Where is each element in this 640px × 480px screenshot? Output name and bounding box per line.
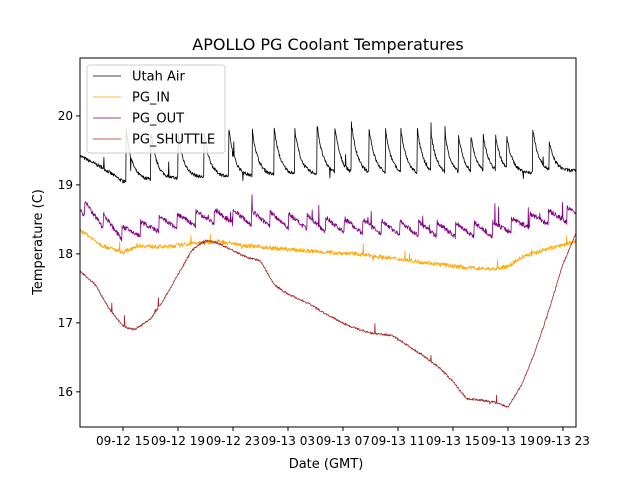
y-axis-label: Temperature (C) bbox=[31, 189, 46, 296]
x-tick-label: 09-13 07 bbox=[316, 434, 370, 448]
series-line-pg-out bbox=[80, 194, 576, 242]
legend-box bbox=[86, 64, 226, 154]
x-tick-label: 09-13 03 bbox=[261, 434, 315, 448]
x-tick-label: 09-12 15 bbox=[96, 434, 150, 448]
legend-label: PG_OUT bbox=[132, 112, 184, 127]
y-tick-label: 18 bbox=[58, 247, 73, 261]
legend-item: Utah Air bbox=[93, 70, 185, 85]
series-layer bbox=[80, 121, 576, 408]
legend-item: PG_OUT bbox=[93, 112, 184, 127]
legend-item: PG_SHUTTLE bbox=[93, 133, 215, 148]
y-tick-label: 19 bbox=[58, 178, 73, 192]
y-tick-label: 20 bbox=[58, 109, 73, 123]
y-tick-label: 16 bbox=[58, 385, 73, 399]
legend-label: PG_SHUTTLE bbox=[132, 133, 215, 148]
legend: Utah Air PG_IN PG_OUT PG_SHUTTLE bbox=[86, 64, 226, 154]
legend-item: PG_IN bbox=[93, 91, 170, 106]
series-line-pg-shuttle bbox=[80, 233, 576, 408]
series-line-pg-in bbox=[80, 228, 576, 272]
axes-frame bbox=[79, 57, 577, 428]
plot-area bbox=[79, 57, 577, 428]
x-tick-label: 09-13 23 bbox=[536, 434, 590, 448]
chart-title: APOLLO PG Coolant Temperatures bbox=[192, 35, 463, 54]
y-tick-label: 17 bbox=[58, 316, 73, 330]
series-line-utah-air bbox=[80, 121, 576, 184]
x-tick-label: 09-13 11 bbox=[371, 434, 425, 448]
y-axis: 16 17 18 19 20 bbox=[58, 109, 80, 399]
x-tick-label: 09-13 15 bbox=[426, 434, 480, 448]
x-tick-label: 09-12 19 bbox=[151, 434, 205, 448]
legend-label: PG_IN bbox=[132, 91, 170, 106]
x-tick-label: 09-12 23 bbox=[206, 434, 260, 448]
x-axis: 09-12 15 09-12 19 09-12 23 09-13 03 09-13 07… bbox=[96, 427, 590, 448]
legend-label: Utah Air bbox=[132, 70, 185, 85]
x-tick-label: 09-13 19 bbox=[481, 434, 535, 448]
x-axis-label: Date (GMT) bbox=[289, 457, 364, 472]
